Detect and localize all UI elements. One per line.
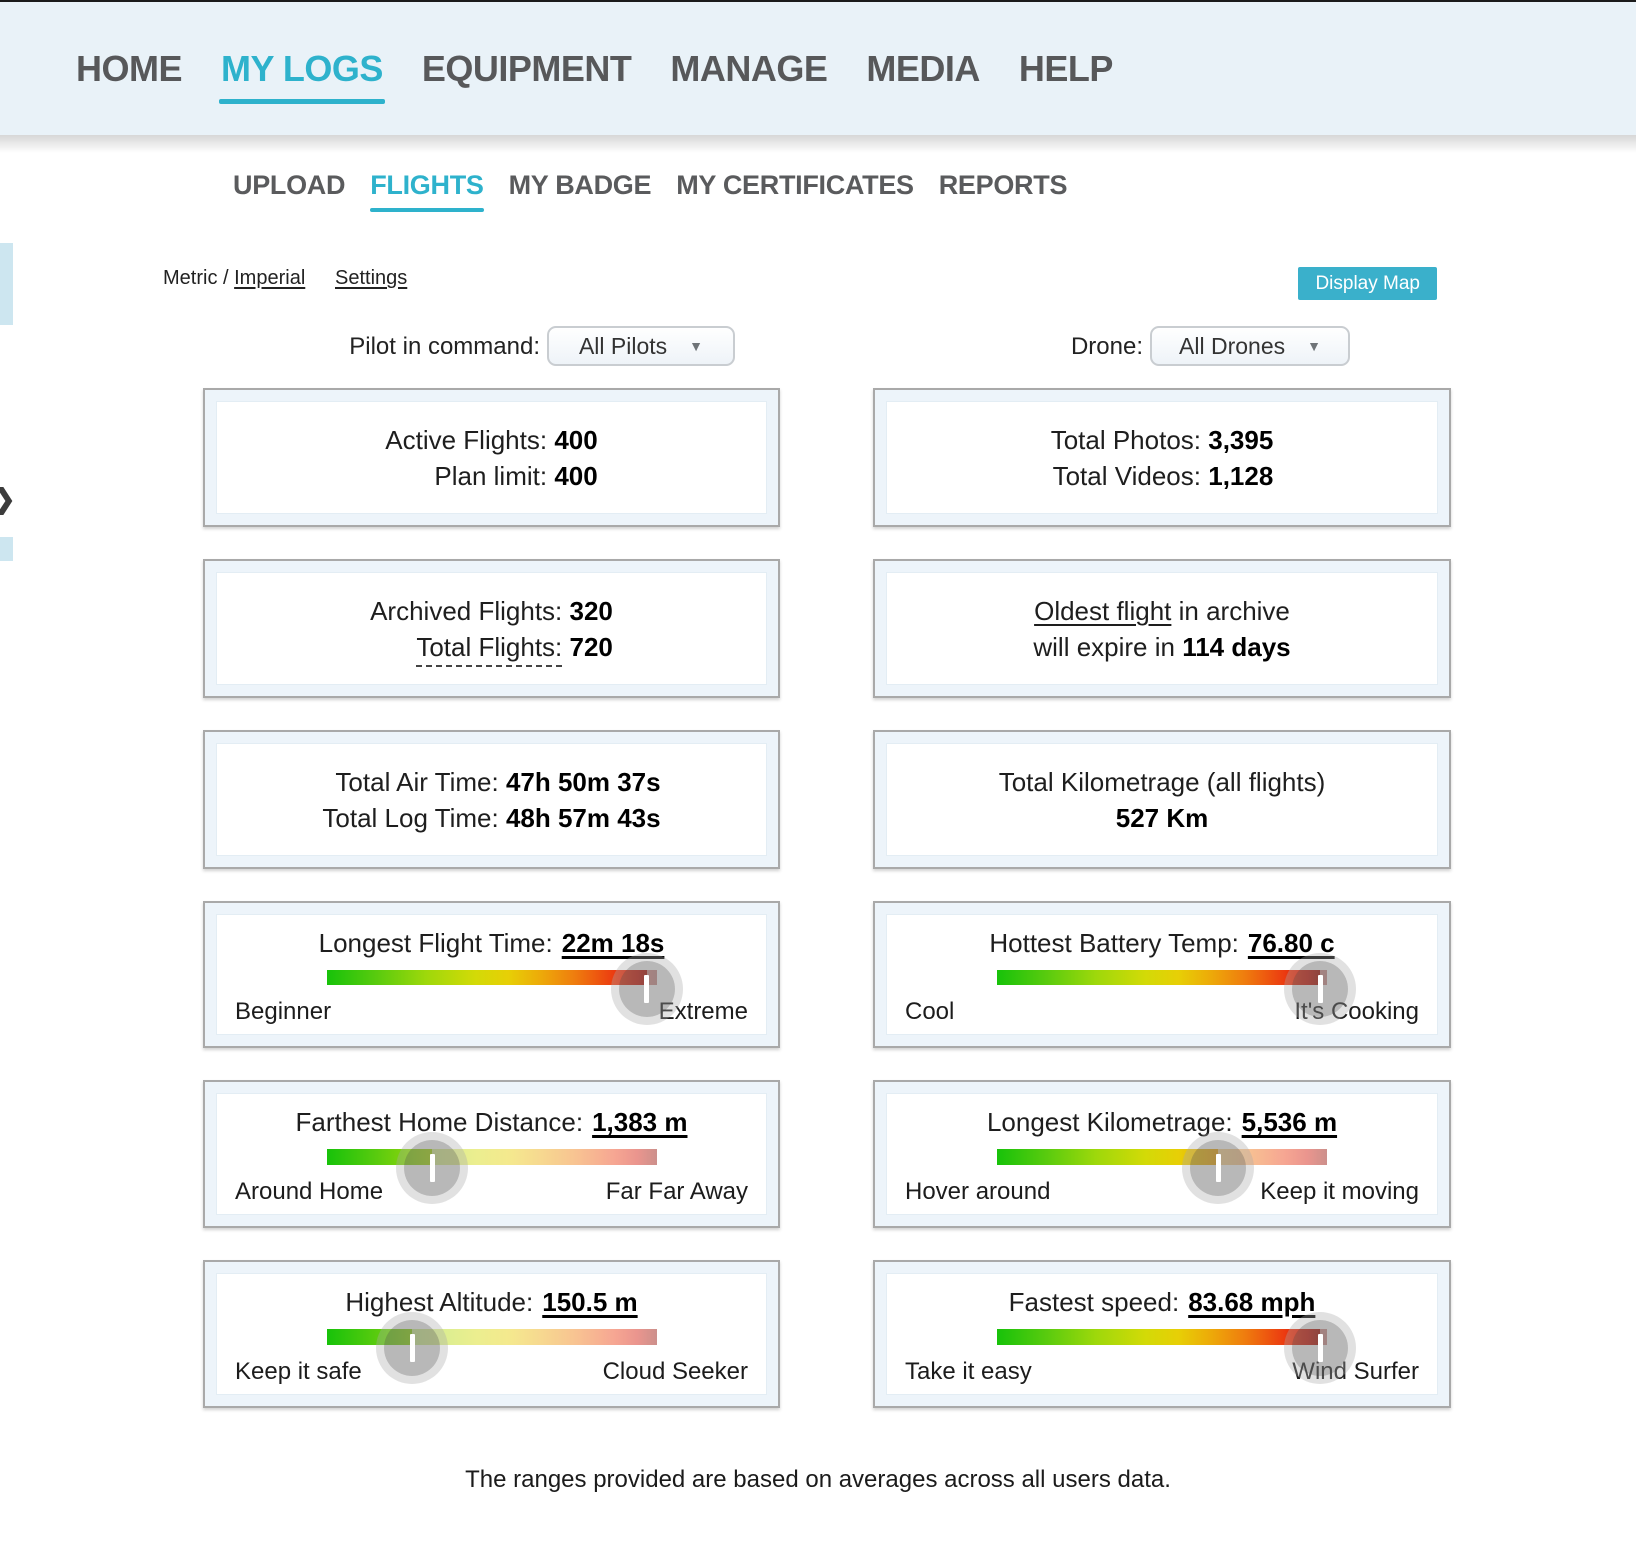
units-prefix: Metric / — [163, 267, 235, 289]
total-videos-line: Total Videos: 1,128 — [1052, 460, 1274, 491]
knob-tick — [409, 1334, 415, 1362]
stats-grid: Active Flights: 400 Plan limit: 400 Tota… — [203, 388, 1451, 1408]
gauge-title: Farthest Home Distance: 1,383 m — [295, 1107, 688, 1137]
gauge-bar — [326, 1320, 657, 1376]
gauge-knob — [618, 961, 675, 1017]
pilot-in-command-label: Pilot in command: — [349, 333, 540, 360]
oldest-flight-link[interactable]: Oldest flight — [1034, 595, 1172, 626]
ranges-disclaimer: The ranges provided are based on average… — [465, 1466, 1171, 1493]
stat-card-total-kilometrage: Total Kilometrage (all flights) 527 Km — [873, 730, 1451, 869]
gauge-bar — [326, 1140, 657, 1196]
nav-item-media[interactable]: MEDIA — [866, 47, 980, 89]
hottest-battery-temp-value-link[interactable]: 76.80 c — [1247, 928, 1335, 958]
gauge-fade-overlay — [432, 1149, 657, 1165]
expire-line: will expire in 114 days — [1033, 631, 1291, 662]
sub-nav: UPLOAD FLIGHTS MY BADGE MY CERTIFICATES … — [233, 170, 1068, 212]
total-kilometrage-value: 527 Km — [1115, 802, 1209, 833]
nav-item-help[interactable]: HELP — [1018, 47, 1114, 89]
tab-reports[interactable]: REPORTS — [938, 170, 1068, 200]
knob-tick — [1317, 1334, 1323, 1362]
stat-card-air-time: Total Air Time: 47h 50m 37s Total Log Ti… — [203, 730, 780, 869]
nav-item-equipment[interactable]: EQUIPMENT — [421, 47, 632, 89]
tab-my-certificates[interactable]: MY CERTIFICATES — [676, 170, 914, 200]
archived-flights-line: Archived Flights: 320 — [370, 595, 613, 626]
gauge-bar — [997, 1320, 1349, 1376]
gauge-card-farthest-home-distance: Farthest Home Distance: 1,383 m Around Ho… — [203, 1080, 780, 1228]
gauge-knob — [1190, 1140, 1247, 1196]
nav-item-home[interactable]: HOME — [76, 47, 183, 89]
oldest-flight-line: Oldest flight in archive — [1034, 595, 1290, 626]
knob-tick — [1215, 1154, 1221, 1182]
gauge-scale: Beginner Extreme — [235, 998, 748, 1025]
gauge-card-longest-flight-time: Longest Flight Time: 22m 18s Beginner Extr… — [203, 901, 780, 1048]
gauge-bar — [997, 961, 1349, 1017]
stat-card-archived-flights: Archived Flights: 320 Total Flights: 720 — [203, 559, 780, 698]
farthest-home-distance-value-link[interactable]: 1,383 m — [592, 1107, 688, 1137]
knob-tick — [644, 975, 650, 1003]
gauge-title: Fastest speed: 83.68 mph — [1008, 1287, 1316, 1317]
tab-upload[interactable]: UPLOAD — [233, 170, 346, 200]
active-flights-line: Active Flights: 400 — [385, 424, 598, 455]
total-log-time-line: Total Log Time: 48h 57m 43s — [322, 802, 661, 833]
stat-card-oldest-flight: Oldest flight in archive will expire in … — [873, 559, 1451, 698]
drone-label: Drone: — [1070, 333, 1143, 360]
collapsed-panel-strip — [0, 537, 13, 561]
pilot-dropdown[interactable]: All Pilots ▼ — [547, 326, 735, 366]
gauge-bar — [997, 1140, 1327, 1196]
knob-tick — [429, 1154, 435, 1182]
gauge-scale: Around Home Far Far Away — [235, 1178, 748, 1205]
tab-my-badge[interactable]: MY BADGE — [508, 170, 652, 200]
nav-item-manage[interactable]: MANAGE — [670, 47, 828, 89]
gauge-title: Longest Kilometrage: 5,536 m — [986, 1107, 1338, 1137]
total-air-time-line: Total Air Time: 47h 50m 37s — [335, 766, 661, 797]
tab-flights[interactable]: FLIGHTS — [370, 170, 484, 212]
units-imperial-link[interactable]: Imperial — [234, 267, 306, 289]
main-nav: HOME MY LOGS EQUIPMENT MANAGE MEDIA HELP — [0, 2, 1636, 135]
header-shadow — [0, 135, 1636, 153]
gauge-card-longest-kilometrage: Longest Kilometrage: 5,536 m Hover around… — [873, 1080, 1451, 1228]
gauge-title: Hottest Battery Temp: 76.80 c — [989, 928, 1335, 958]
gauge-title: Highest Altitude: 150.5 m — [345, 1287, 638, 1317]
display-map-button[interactable]: Display Map — [1298, 267, 1437, 300]
gauge-knob — [1292, 961, 1349, 1017]
nav-item-my-logs[interactable]: MY LOGS — [219, 47, 385, 104]
drone-dropdown-value: All Drones — [1179, 332, 1286, 359]
total-kilometrage-label: Total Kilometrage (all flights) — [998, 766, 1326, 797]
chevron-down-icon: ▼ — [689, 338, 704, 354]
collapsed-panel-strip — [0, 243, 13, 325]
longest-flight-time-value-link[interactable]: 22m 18s — [561, 928, 665, 958]
longest-kilometrage-value-link[interactable]: 5,536 m — [1241, 1107, 1338, 1137]
fastest-speed-value-link[interactable]: 83.68 mph — [1188, 1287, 1316, 1317]
highest-altitude-value-link[interactable]: 150.5 m — [542, 1287, 638, 1317]
gauge-knob — [1292, 1320, 1349, 1376]
gauge-bar — [326, 961, 675, 1017]
gauge-knob — [384, 1320, 441, 1376]
window-top-edge — [0, 0, 1636, 2]
total-photos-line: Total Photos: 3,395 — [1050, 424, 1274, 455]
expand-panel-arrow-icon[interactable]: ❯ — [0, 484, 16, 515]
total-flights-line: Total Flights: 720 — [370, 629, 613, 667]
gauge-card-highest-altitude: Highest Altitude: 150.5 m Keep it safe Clo… — [203, 1260, 780, 1408]
gauge-title: Longest Flight Time: 22m 18s — [318, 928, 665, 958]
settings-link[interactable]: Settings — [335, 267, 408, 289]
gauge-scale: Hover around Keep it moving — [905, 1178, 1419, 1205]
units-toggle: Metric / Imperial — [163, 267, 305, 290]
plan-limit-line: Plan limit: 400 — [434, 460, 598, 491]
gauge-card-hottest-battery-temp: Hottest Battery Temp: 76.80 c Cool It's Co… — [873, 901, 1451, 1048]
gauge-scale: Keep it safe Cloud Seeker — [235, 1358, 748, 1385]
stat-card-active-flights: Active Flights: 400 Plan limit: 400 — [203, 388, 780, 527]
pilot-dropdown-value: All Pilots — [578, 332, 668, 359]
knob-tick — [1317, 975, 1323, 1003]
stat-card-media-totals: Total Photos: 3,395 Total Videos: 1,128 — [873, 388, 1451, 527]
total-flights-tooltip-label[interactable]: Total Flights: — [416, 631, 563, 667]
gauge-fade-overlay — [412, 1329, 657, 1345]
chevron-down-icon: ▼ — [1307, 338, 1321, 354]
drone-dropdown[interactable]: All Drones ▼ — [1150, 326, 1350, 366]
gauge-card-fastest-speed: Fastest speed: 83.68 mph Take it easy Wind… — [873, 1260, 1451, 1408]
gauge-knob — [404, 1140, 461, 1196]
